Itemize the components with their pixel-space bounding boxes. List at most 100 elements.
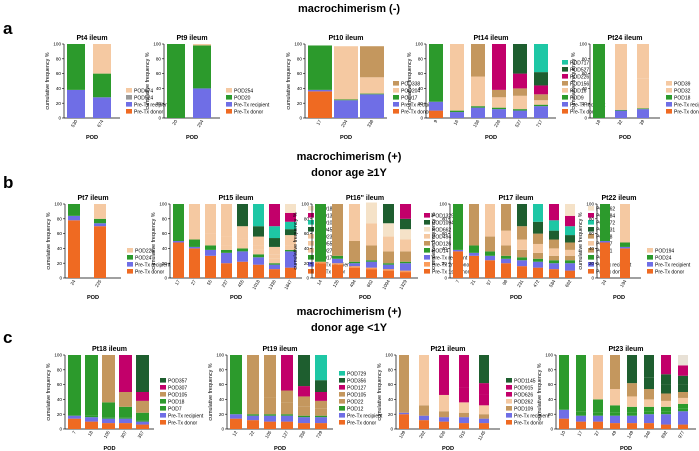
bar-segment-pod16 [492,97,506,108]
bar-segment-pre-tx-donor [68,220,80,278]
y-tick-label: 0 [164,276,167,281]
bar-segment-pod1145 [479,355,489,384]
x-tick-label: 10 [559,430,566,437]
y-tick-label: 60 [162,231,168,236]
legend-swatch [126,88,132,93]
y-tick-label: 0 [59,276,62,281]
bar-segment-pod10 [559,355,569,410]
legend-swatch [339,420,345,425]
bar-segment-pod17 [308,45,332,90]
bar-segment-pod105 [119,392,132,407]
legend-swatch [562,67,568,72]
panel-title: Pt7 ileum [77,195,108,202]
bar-segment-pod126 [332,204,343,256]
legend-swatch [562,74,568,79]
bar-segment-pod7 [102,417,115,419]
y-tick-label: 20 [162,261,168,266]
x-tick-label: 126 [332,279,340,289]
x-axis-label: POD [230,295,242,301]
bar-segment-pod14 [383,263,394,265]
x-tick-label: 729 [315,430,323,440]
y-tick-label: 80 [156,56,162,61]
bar-segment-pod27 [189,204,200,240]
bar-segment-pod21 [469,204,479,246]
bar-segment-pre-tx-recipient [485,255,495,261]
legend-swatch [160,392,166,397]
bar-segment-pod584 [565,215,575,227]
bar-segment-pre-tx-recipient [533,261,543,268]
bar-segment-pod262 [439,394,449,412]
panel-title: Pt9 ileum [176,35,207,42]
bar-segment-pod17 [221,249,232,253]
y-tick-label: 100 [54,202,62,207]
y-tick-label: 40 [548,397,554,402]
legend-swatch [127,269,133,274]
y-tick-label: 80 [388,367,394,372]
x-tick-label: 455 [237,279,245,289]
legend-swatch [127,262,133,267]
bar-segment-pre-tx-recipient [94,223,106,227]
bar-segment-pod17 [661,406,671,412]
legend-swatch [588,255,594,260]
bar-segment-pod9 [513,109,527,111]
bar-segment-pre-tx-donor [230,418,242,429]
x-tick-label: 9 [433,119,439,124]
bar-segment-pod18 [615,109,627,111]
bar-segment-pre-tx-donor [419,420,429,429]
y-tick-label: 100 [294,42,302,47]
legend-swatch [339,406,345,411]
x-tick-label: 717 [535,119,543,129]
bar-segment-pre-tx-2nd-donor [349,266,360,268]
bar-segment-pre-tx-donor [549,269,559,278]
legend-swatch [562,60,568,65]
y-tick-label: 40 [57,246,63,251]
y-tick-label: 0 [59,427,62,432]
y-tick-label: 20 [582,101,588,106]
bar-segment-pre-tx-donor [285,267,296,278]
bar-segment-pre-tx-donor [576,421,586,429]
x-tick-label: 346 [643,430,651,440]
y-tick-label: 60 [57,231,63,236]
bar-segment-pod584 [549,204,559,221]
bar-segment-pre-tx-donor [501,263,511,278]
y-tick-label: 40 [156,86,162,91]
legend-swatch [126,95,132,100]
y-tick-label: 100 [385,353,393,358]
legend-swatch [666,102,672,107]
legend-swatch [424,241,430,246]
bar-segment-pre-tx-donor [315,423,327,429]
x-axis-label: POD [485,135,497,141]
x-axis-label: POD [359,295,371,301]
y-axis-label: cumulative frequency % [571,52,577,109]
bar-segment-pod37 [661,400,671,407]
y-tick-label: 0 [550,427,553,432]
bar-segment-pod105 [281,390,293,403]
x-tick-label: 21 [469,279,476,286]
bar-segment-pod22 [264,397,276,415]
bar-segment-pre-tx-recipient [281,415,293,422]
bar-segment-pod22 [315,408,327,416]
bar-segment-pod729 [315,355,327,381]
bar-segment-pod127 [315,392,327,401]
legend-swatch [127,255,133,260]
bar-segment-pod662 [383,223,394,237]
x-axis-label: POD [103,446,115,451]
bar-segment-pod12 [298,415,310,418]
legend-label: POD105 [168,392,187,398]
bar-segment-pod472 [533,204,543,222]
legend-swatch [562,109,568,114]
legend-label: Pre-Tx donor [168,420,198,426]
bar-segment-pre-tx-recipient [615,110,627,118]
bar-segment-pre-tx-2nd-donor [332,263,343,265]
bar-segment-pre-tx-recipient [383,264,394,270]
legend-label: POD729 [347,371,366,377]
legend-label: Pre-Tx donor [134,109,164,115]
y-axis-label: cumulative frequency % [286,52,292,109]
x-tick-label: 105 [264,430,272,440]
y-tick-label: 40 [297,86,303,91]
y-tick-label: 100 [153,42,161,47]
bar-segment-pod626 [439,355,449,395]
bar-segment-pod21 [565,255,575,261]
